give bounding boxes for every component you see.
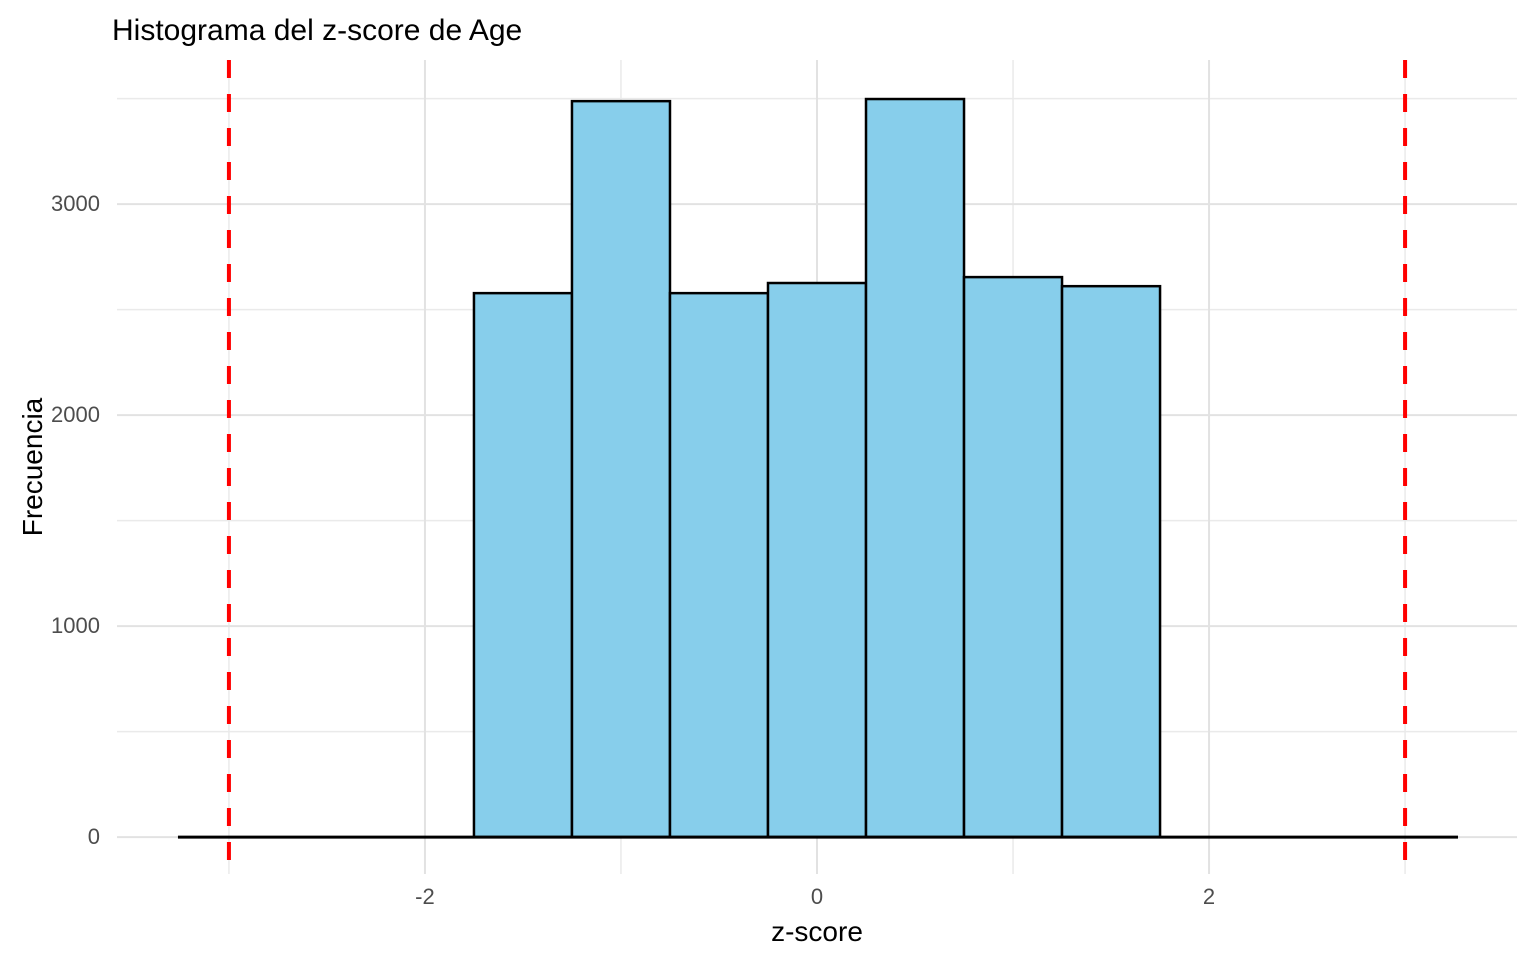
histogram-bar — [570, 99, 672, 839]
y-tick-label: 2000 — [51, 402, 100, 428]
y-tick-label: 3000 — [51, 191, 100, 217]
y-tick-label: 0 — [87, 824, 100, 850]
histogram-bar — [668, 291, 770, 839]
histogram-bar — [1060, 284, 1162, 839]
histogram-bar — [962, 275, 1064, 839]
x-tick-label: -2 — [415, 884, 435, 909]
histogram-bar — [864, 97, 966, 839]
y-tick-label: 1000 — [51, 613, 100, 639]
x-axis-title: z-score — [771, 916, 863, 947]
plot-title: Histograma del z-score de Age — [112, 14, 523, 47]
histogram-bar — [766, 281, 868, 839]
histogram-bar — [472, 291, 574, 839]
x-tick-label: 0 — [810, 884, 824, 909]
x-tick-label: 2 — [1202, 884, 1216, 909]
